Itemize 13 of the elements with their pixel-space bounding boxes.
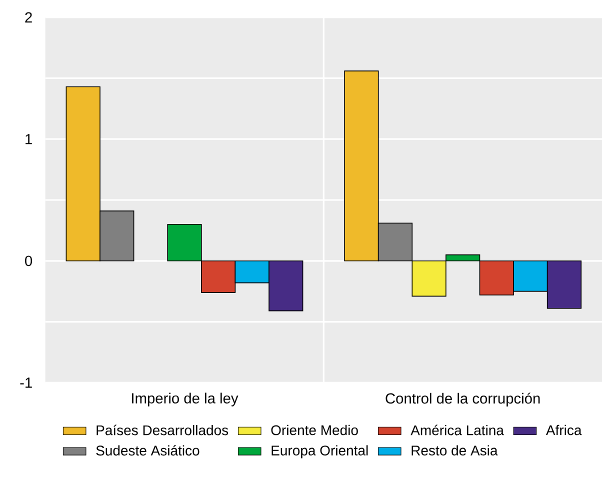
x-tick-label: Imperio de la ley — [132, 392, 238, 406]
legend-label: Sudeste Asiático — [96, 445, 200, 456]
y-tick-label: -1 — [20, 378, 32, 388]
legend-label: Africa — [546, 424, 582, 436]
y-tick-label: 2 — [25, 12, 32, 22]
legend-label: Resto de Asia — [412, 445, 498, 456]
legend-label: Europa Oriental — [272, 445, 368, 458]
legend-label: Oriente Medio — [271, 424, 358, 436]
legend-label: Países Desarrollados — [96, 424, 228, 436]
y-tick-label: 0 — [25, 256, 32, 266]
x-tick-label: Control de la corrupción — [386, 392, 540, 407]
legend-label: América Latina — [410, 424, 504, 436]
y-tick-label: 1 — [26, 134, 32, 144]
